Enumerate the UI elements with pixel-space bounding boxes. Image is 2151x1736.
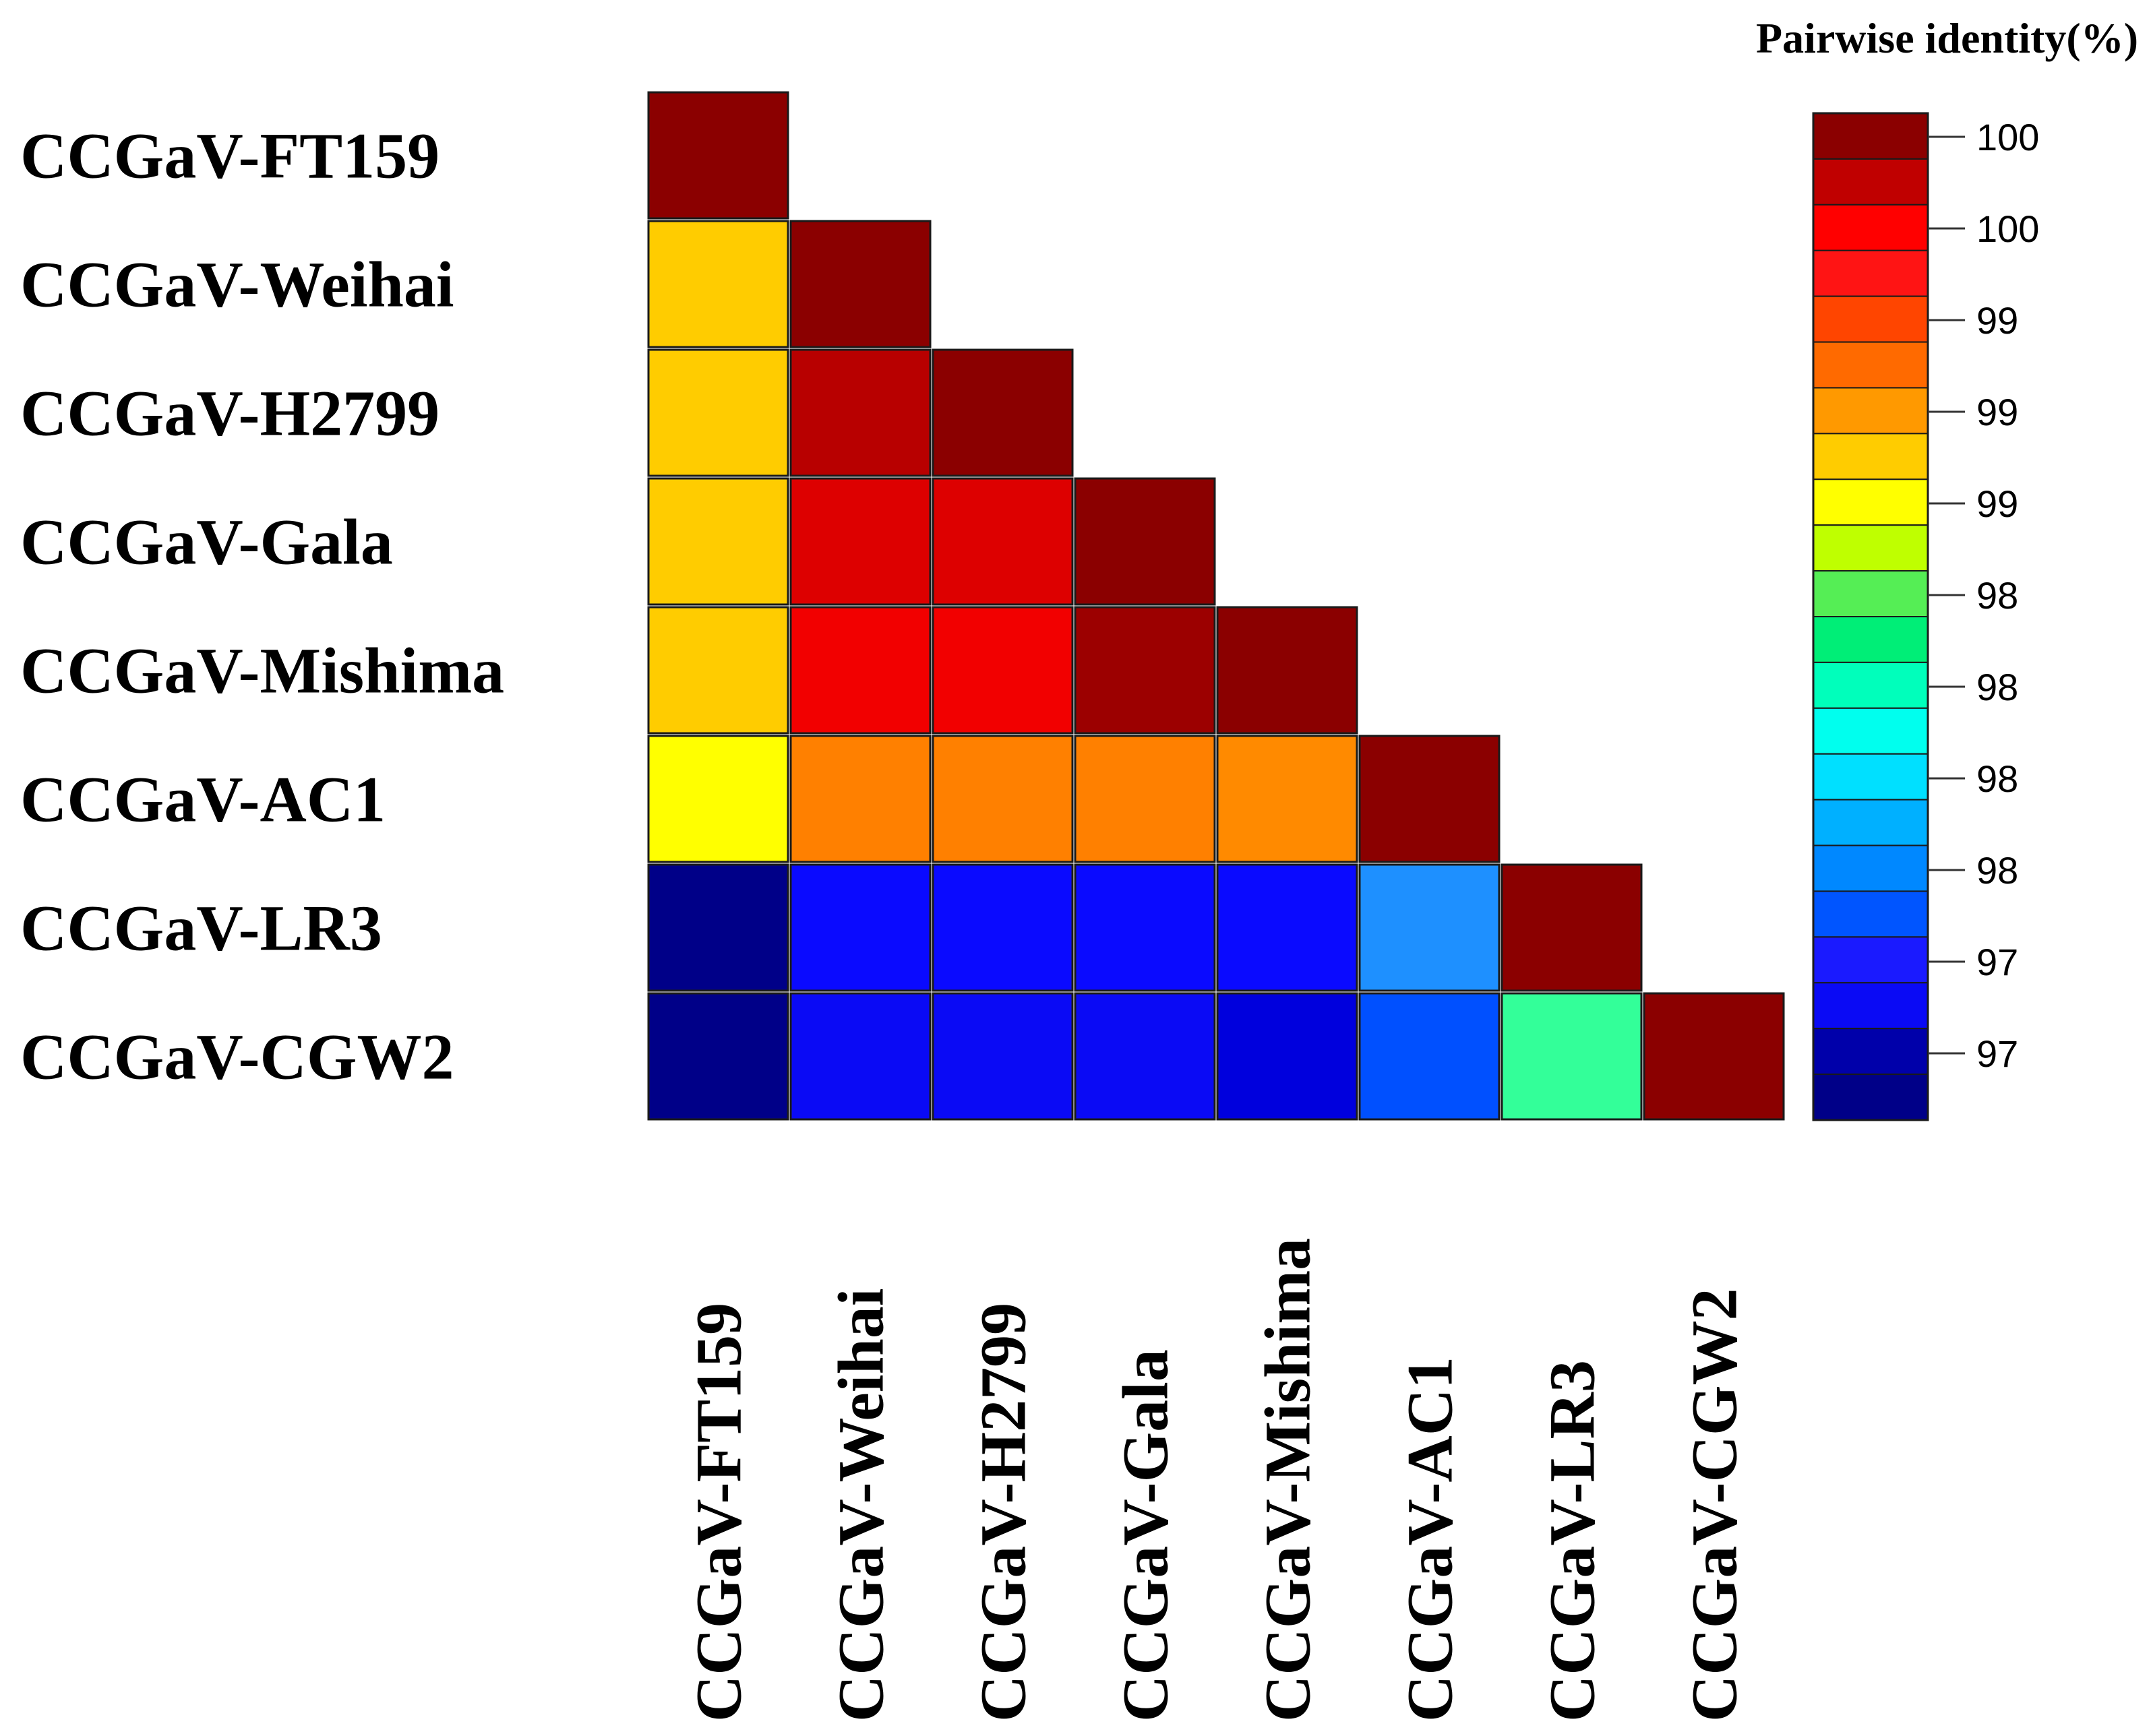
legend-swatch [1813,661,1929,709]
column-label: CCGaV-Mishima [1252,1238,1324,1722]
heatmap-cell: CCGaV-CGW2 / CCGaV-FT159: 96.8 [647,992,789,1121]
legend-bar-outline [1812,112,1929,1121]
legend-swatch [1813,387,1929,435]
heatmap-cell: CCGaV-LR3 / CCGaV-LR3: 100 [1501,863,1643,992]
column-label: CCGaV-Weihai [825,1288,897,1722]
heatmap-cell: CCGaV-Weihai / CCGaV-FT159: 99 [647,220,789,348]
heatmap-cell: CCGaV-AC1 / CCGaV-Gala: 99.2 [1074,735,1216,863]
heatmap-cell: CCGaV-Mishima / CCGaV-FT159: 99 [647,606,789,735]
legend-swatch [1813,844,1929,892]
heatmap-cell: CCGaV-Gala / CCGaV-Gala: 100 [1074,477,1216,606]
heatmap-cell: CCGaV-H2799 / CCGaV-H2799: 100 [932,348,1074,477]
row-label: CCGaV-LR3 [20,892,382,964]
legend-swatch [1813,936,1929,984]
legend-ticks: 100 100 99 99 99 98 98 98 98 97 97 [1928,116,2039,1075]
row-label: CCGaV-FT159 [20,120,440,192]
column-label: CCGaV-AC1 [1394,1357,1466,1722]
legend-tick-label: 99 [1976,391,2018,433]
heatmap-cell: CCGaV-LR3 / CCGaV-FT159: 96.8 [647,863,789,992]
heatmap-cell: CCGaV-AC1 / CCGaV-H2799: 99.2 [932,735,1074,863]
legend-tick-label: 98 [1976,666,2018,708]
heatmap-cell: CCGaV-FT159 / CCGaV-FT159: 100 [647,91,789,220]
heatmap-cell: CCGaV-LR3 / CCGaV-Mishima: 97.3 [1216,863,1358,992]
legend-tick-label: 100 [1976,116,2039,158]
legend-tick-label: 97 [1976,1032,2018,1075]
legend-swatch [1813,570,1929,617]
heatmap-cell: CCGaV-CGW2 / CCGaV-LR3: 98.4 [1501,992,1643,1121]
column-label: CCGaV-LR3 [1536,1360,1608,1722]
legend-swatch [1813,478,1929,526]
row-labels: CCGaV-FT159 CCGaV-Weihai CCGaV-H2799 CCGaV-… [20,120,504,1093]
legend-tick-label: 98 [1976,574,2018,617]
legend-swatch [1813,753,1929,801]
column-labels: CCGaV-FT159 CCGaV-Weihai CCGaV-H2799 CCGaV-… [683,1238,1751,1722]
heatmap-cell: CCGaV-Mishima / CCGaV-Mishima: 100 [1216,606,1358,735]
heatmap-cell: CCGaV-AC1 / CCGaV-FT159: 98.9 [647,735,789,863]
heatmap-cell: CCGaV-LR3 / CCGaV-Weihai: 97.3 [789,863,932,992]
heatmap-cell: CCGaV-AC1 / CCGaV-Mishima: 99.2 [1216,735,1358,863]
column-label: CCGaV-CGW2 [1678,1289,1751,1723]
heatmap-cell: CCGaV-Gala / CCGaV-H2799: 99.7 [932,477,1074,606]
legend-swatch [1813,1074,1929,1121]
heatmap-cell: CCGaV-Mishima / CCGaV-H2799: 99.6 [932,606,1074,735]
legend-swatches [1812,112,1929,1121]
heatmap-cell: CCGaV-LR3 / CCGaV-Gala: 97.3 [1074,863,1216,992]
heatmap-cell: CCGaV-LR3 / CCGaV-AC1: 97.9 [1358,863,1501,992]
column-label: CCGaV-Gala [1110,1349,1182,1722]
heatmap-cell: CCGaV-CGW2 / CCGaV-H2799: 97.3 [932,992,1074,1121]
heatmap-cell: CCGaV-CGW2 / CCGaV-Gala: 97.3 [1074,992,1216,1121]
legend-swatch [1813,158,1929,206]
legend-swatch [1813,616,1929,663]
heatmap-cell: CCGaV-H2799 / CCGaV-FT159: 99 [647,348,789,477]
heatmap-cell: CCGaV-Gala / CCGaV-Weihai: 99.7 [789,477,932,606]
legend-tick-label: 99 [1976,483,2018,525]
column-label: CCGaV-H2799 [967,1303,1039,1722]
row-label: CCGaV-Mishima [20,635,504,707]
legend-swatch [1813,1028,1929,1076]
row-label: CCGaV-Gala [20,506,393,578]
color-legend: Pairwise identity(%) 100 100 99 99 99 98 98 98 9… [1756,14,2138,1121]
row-label: CCGaV-H2799 [20,377,440,450]
legend-swatch [1813,524,1929,572]
heatmap-cell: CCGaV-CGW2 / CCGaV-Weihai: 97.3 [789,992,932,1121]
heatmap-cell: CCGaV-CGW2 / CCGaV-CGW2: 100 [1643,992,1785,1121]
legend-tick-label: 99 [1976,299,2018,342]
heatmap-cell: CCGaV-Gala / CCGaV-FT159: 99 [647,477,789,606]
row-label: CCGaV-AC1 [20,764,386,836]
heatmap-cell: CCGaV-CGW2 / CCGaV-Mishima: 97.2 [1216,992,1358,1121]
legend-swatch [1813,707,1929,755]
legend-tick-label: 100 [1976,208,2039,250]
legend-swatch [1813,204,1929,251]
heatmap-cell: CCGaV-LR3 / CCGaV-H2799: 97.3 [932,863,1074,992]
legend-swatch [1813,982,1929,1030]
legend-title: Pairwise identity(%) [1756,14,2138,62]
heatmap-cell: CCGaV-AC1 / CCGaV-AC1: 100 [1358,735,1501,863]
legend-swatch [1813,433,1929,480]
heatmap-cell: CCGaV-Mishima / CCGaV-Weihai: 99.6 [789,606,932,735]
heatmap-cell: CCGaV-Mishima / CCGaV-Gala: 99.9 [1074,606,1216,735]
heatmap-cell: CCGaV-AC1 / CCGaV-Weihai: 99.2 [789,735,932,863]
legend-tick-label: 98 [1976,849,2018,892]
heatmap-cells: CCGaV-FT159 / CCGaV-FT159: 100CCGaV-Weih… [647,91,1785,1121]
legend-swatch [1813,799,1929,846]
legend-swatch [1813,113,1929,160]
legend-tick-label: 97 [1976,941,2018,983]
heatmap-cell: CCGaV-H2799 / CCGaV-Weihai: 99.9 [789,348,932,477]
heatmap-cell: CCGaV-Weihai / CCGaV-Weihai: 100 [789,220,932,348]
legend-swatch [1813,249,1929,297]
column-label: CCGaV-FT159 [683,1303,755,1722]
legend-swatch [1813,890,1929,938]
row-label: CCGaV-Weihai [20,249,454,321]
heatmap-cell: CCGaV-CGW2 / CCGaV-AC1: 97.6 [1358,992,1501,1121]
row-label: CCGaV-CGW2 [20,1021,454,1093]
legend-swatch [1813,341,1929,389]
legend-tick-label: 98 [1976,757,2018,800]
legend-swatch [1813,295,1929,343]
